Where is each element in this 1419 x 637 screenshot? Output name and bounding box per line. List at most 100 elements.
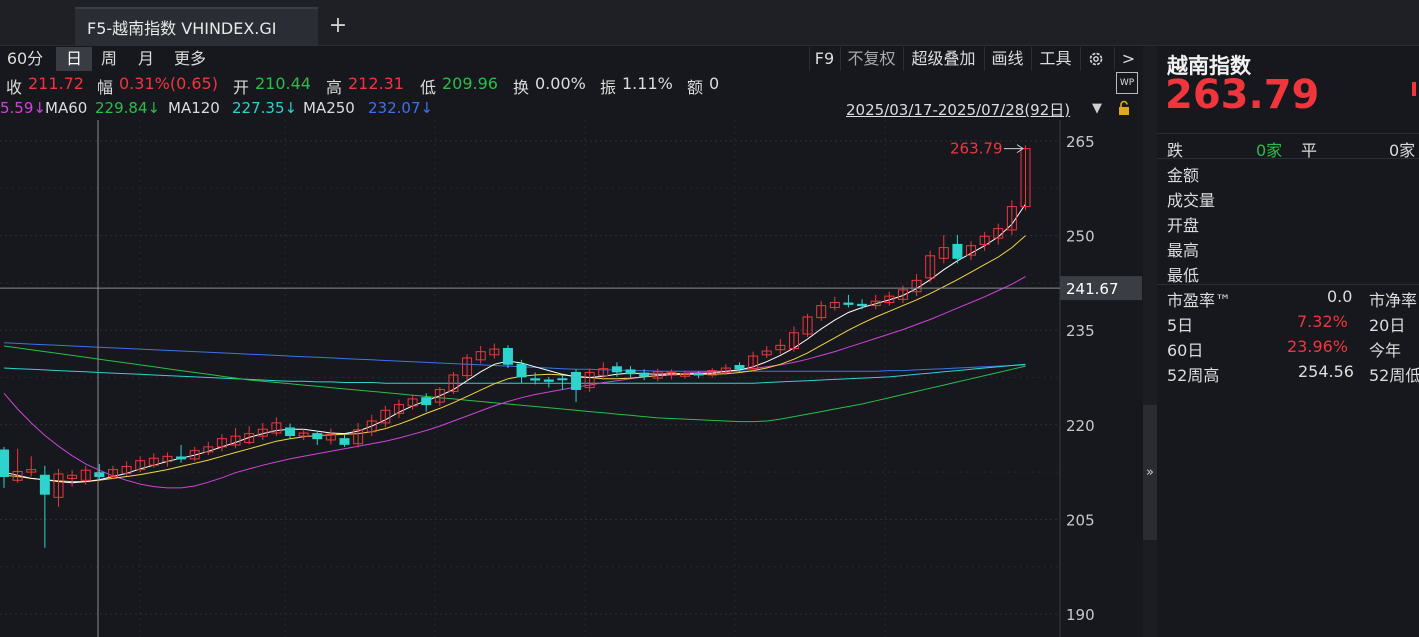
- candle: [312, 430, 323, 445]
- ma5-line: [3, 203, 1026, 484]
- candle: [353, 422, 364, 448]
- candle: [448, 371, 459, 394]
- candle: [993, 223, 1004, 245]
- super-overlay-button[interactable]: 超级叠加: [903, 47, 983, 71]
- candle-body: [571, 371, 582, 390]
- panel-expand-button[interactable]: »: [1143, 405, 1157, 540]
- candle-body: [720, 367, 731, 373]
- flat-value: 0家: [1389, 141, 1416, 160]
- candle-body: [802, 316, 813, 335]
- candle: [843, 294, 854, 308]
- candle: [625, 366, 636, 379]
- f9-button[interactable]: F9: [809, 47, 839, 71]
- last-price: 263.79: [1165, 72, 1320, 118]
- candle-body: [952, 243, 963, 259]
- candle-body: [652, 371, 663, 379]
- candle-body: [67, 474, 78, 479]
- candle-body: [870, 300, 881, 307]
- crosshair-price-box: [1060, 276, 1142, 301]
- period-month-button[interactable]: 月: [137, 49, 154, 68]
- ma250-label: MA250: [303, 99, 355, 117]
- ma-legend-row: 5.59↓ MA60 229.84↓ MA120 227.35↓ MA250 2…: [0, 97, 1143, 119]
- ma30-line: [3, 276, 1026, 489]
- candle: [829, 296, 840, 311]
- candle: [925, 250, 936, 283]
- candle-body: [434, 388, 445, 403]
- settings-gear-icon[interactable]: [1080, 47, 1110, 71]
- candle: [530, 372, 541, 385]
- candle-body: [680, 373, 690, 377]
- flat-label: 平: [1301, 141, 1318, 160]
- candle-body: [380, 409, 391, 424]
- weight-icon[interactable]: WP: [1116, 72, 1138, 94]
- date-range-link[interactable]: 2025/03/17-2025/07/28(92日): [846, 101, 1071, 119]
- candle-body: [216, 438, 227, 448]
- candle-body: [966, 245, 977, 256]
- no-adjust-button[interactable]: 不复权: [840, 47, 902, 71]
- price-tick-label: 205: [1066, 511, 1095, 529]
- kline-chart[interactable]: 265 250 235 220 205 190 241.67 263.79: [0, 120, 1143, 637]
- chart-overlays: 241.67 263.79: [0, 120, 1142, 637]
- candle: [148, 453, 159, 468]
- candlesticks: [0, 145, 1031, 548]
- candle: [1006, 200, 1017, 235]
- lock-icon[interactable]: [1116, 100, 1132, 120]
- candle-body: [393, 404, 404, 414]
- date-range-dropdown-icon[interactable]: ▼: [1092, 101, 1102, 116]
- d60-value: 23.96%: [1287, 337, 1349, 356]
- candle-body: [325, 433, 336, 441]
- ma60-value: 229.84↓: [95, 99, 161, 117]
- tab-vhindex[interactable]: F5-越南指数 VHINDEX.GI: [75, 7, 318, 46]
- candle-body: [298, 432, 309, 437]
- draw-line-button[interactable]: 画线: [984, 47, 1030, 71]
- candle-body: [176, 456, 187, 460]
- candle-body: [353, 429, 364, 445]
- candle-body: [775, 344, 786, 351]
- candle: [966, 241, 977, 261]
- candle: [680, 370, 690, 379]
- candle-body: [748, 355, 759, 370]
- period-week-button[interactable]: 周: [100, 49, 117, 68]
- candle: [857, 299, 868, 310]
- candle-body: [1020, 148, 1031, 208]
- candle: [652, 368, 663, 382]
- candle: [26, 456, 37, 477]
- tools-button[interactable]: 工具: [1031, 47, 1079, 71]
- candle-body: [94, 472, 105, 478]
- candle-body: [462, 357, 473, 377]
- period-day-button[interactable]: 日: [56, 47, 92, 71]
- candle-body: [148, 457, 159, 466]
- price-up-marker: [1412, 82, 1416, 96]
- candle: [189, 446, 200, 462]
- period-60min-button[interactable]: 60分: [6, 49, 44, 68]
- period-more-button[interactable]: 更多: [173, 49, 206, 68]
- change-label: 幅: [97, 78, 114, 97]
- candle-body: [230, 435, 241, 446]
- candle: [257, 422, 268, 440]
- open-label: 开: [233, 78, 250, 97]
- candle: [12, 448, 23, 483]
- candle-body: [312, 433, 323, 440]
- candle-body: [598, 368, 609, 377]
- candle: [121, 461, 132, 476]
- price-axis: 265 250 235 220 205 190: [1066, 133, 1095, 624]
- candle-body: [26, 469, 37, 473]
- candle: [516, 359, 527, 384]
- candle: [393, 399, 404, 418]
- low52-label: 52周低: [1369, 366, 1419, 385]
- candle: [462, 354, 473, 381]
- candle-body: [475, 351, 486, 361]
- toolbar-more-chevron-icon[interactable]: >: [1114, 47, 1142, 71]
- add-tab-button[interactable]: +: [328, 13, 348, 38]
- amplitude-value: 1.11%: [622, 74, 673, 93]
- candle-body: [285, 427, 296, 437]
- pe-label: 市盈率™: [1167, 291, 1232, 310]
- candle: [135, 456, 146, 473]
- candle: [761, 345, 772, 358]
- price-tick-label: 190: [1066, 606, 1095, 624]
- turnover-value: 0.00%: [535, 74, 586, 93]
- candle-body: [39, 474, 50, 495]
- candle-body: [530, 378, 541, 381]
- breadth-row: 跌 0家 平 0家: [1157, 135, 1419, 160]
